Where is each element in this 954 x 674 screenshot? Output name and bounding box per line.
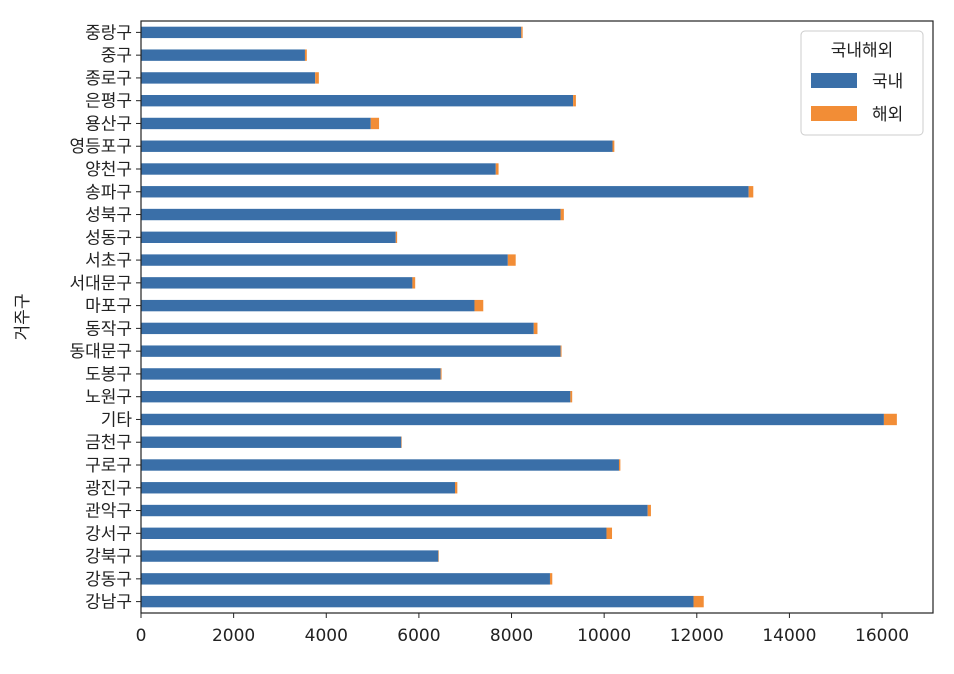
bar-overseas-10 [440, 368, 442, 380]
bar-overseas-0 [693, 595, 704, 608]
bar-overseas-14 [412, 277, 416, 289]
y-tick-label: 광진구 [85, 479, 132, 499]
bar-overseas-23 [315, 72, 319, 84]
bar-overseas-4 [647, 504, 651, 517]
bar-overseas-24 [304, 49, 307, 61]
legend-label-overseas: 해외 [872, 105, 903, 125]
x-tick-labels: 0 2000 4000 6000 8000 10000 12000 14000 16000 [136, 613, 909, 646]
y-tick-label: 성북구 [85, 206, 132, 226]
bar-domestic-2 [141, 550, 439, 562]
y-tick-label: 영등포구 [69, 137, 132, 157]
bar-overseas-8 [883, 413, 897, 426]
bar-domestic-11 [141, 345, 561, 357]
bar-domestic-21 [141, 117, 371, 130]
bar-overseas-19 [495, 163, 499, 175]
bar-overseas-20 [612, 140, 615, 152]
y-tick-label: 강남구 [85, 593, 132, 613]
bar-domestic-3 [141, 527, 607, 539]
y-tick-label: 동작구 [85, 319, 132, 339]
bar-overseas-18 [748, 186, 754, 198]
y-tick-label: 용산구 [85, 114, 132, 134]
y-tick-label: 은평구 [85, 92, 132, 112]
bar-domestic-16 [141, 231, 396, 243]
x-tick-label: 12000 [670, 626, 724, 646]
bar-overseas-25 [521, 26, 523, 39]
bar-overseas-3 [606, 527, 613, 539]
bar-domestic-15 [141, 254, 508, 266]
bar-domestic-1 [141, 573, 550, 585]
bar-domestic-13 [141, 299, 475, 312]
bar-overseas-11 [560, 345, 562, 357]
y-tick-label: 관악구 [85, 502, 132, 522]
y-tick-label: 기타 [101, 410, 133, 430]
bar-domestic-4 [141, 504, 648, 517]
bar-domestic-25 [141, 26, 522, 39]
bar-domestic-9 [141, 391, 571, 403]
y-tick-label: 구로구 [85, 456, 132, 476]
bar-domestic-20 [141, 140, 613, 152]
bar-overseas-21 [370, 117, 380, 130]
bar-overseas-15 [507, 254, 516, 266]
y-tick-label: 중랑구 [85, 23, 132, 43]
y-tick-label: 송파구 [85, 183, 132, 203]
bar-domestic-6 [141, 459, 619, 471]
bar-overseas-9 [570, 391, 573, 403]
y-tick-label: 강북구 [85, 547, 132, 567]
x-tick-label: 4000 [305, 626, 348, 646]
x-tick-label: 10000 [577, 626, 631, 646]
y-tick-label: 도봉구 [85, 365, 132, 385]
bar-domestic-14 [141, 277, 413, 289]
x-tick-label: 0 [136, 626, 147, 646]
bar-domestic-22 [141, 95, 574, 107]
legend: 국내해외 국내 해외 [800, 30, 924, 136]
y-tick-label: 서대문구 [69, 274, 132, 294]
bar-domestic-8 [141, 413, 884, 426]
bar-domestic-18 [141, 186, 749, 198]
x-tick-label: 6000 [397, 626, 440, 646]
y-axis-label: 거주구 [13, 294, 33, 341]
bar-overseas-17 [560, 208, 564, 221]
x-tick-label: 14000 [762, 626, 816, 646]
bar-domestic-12 [141, 322, 534, 335]
y-tick-label: 종로구 [85, 69, 132, 89]
bar-domestic-19 [141, 163, 496, 175]
bar-overseas-16 [395, 231, 398, 243]
legend-swatch-domestic [811, 73, 857, 88]
y-tick-label: 중구 [101, 46, 132, 66]
bar-domestic-5 [141, 482, 456, 494]
x-tick-label: 8000 [490, 626, 533, 646]
bar-overseas-12 [533, 322, 538, 335]
x-tick-label: 16000 [855, 626, 909, 646]
bar-overseas-1 [549, 573, 553, 585]
bar-domestic-23 [141, 72, 316, 84]
bar-domestic-7 [141, 436, 402, 448]
bar-overseas-6 [618, 459, 621, 471]
bars-group [141, 26, 897, 608]
legend-label-domestic: 국내 [872, 72, 903, 92]
bar-domestic-10 [141, 368, 441, 380]
y-tick-label: 노원구 [85, 388, 132, 408]
x-tick-label: 2000 [212, 626, 255, 646]
y-tick-label: 동대문구 [69, 342, 132, 362]
bar-overseas-5 [455, 482, 458, 494]
y-tick-label: 금천구 [85, 433, 132, 453]
legend-swatch-overseas [811, 106, 857, 121]
bar-domestic-17 [141, 208, 561, 221]
y-tick-label: 강동구 [85, 570, 132, 590]
y-tick-label: 마포구 [85, 297, 132, 317]
y-tick-label: 양천구 [85, 160, 132, 180]
y-tick-label: 서초구 [85, 251, 132, 271]
y-tick-label: 성동구 [85, 228, 132, 248]
legend-title: 국내해외 [831, 41, 894, 61]
bar-overseas-22 [573, 95, 576, 107]
y-tick-label: 강서구 [85, 524, 132, 544]
bar-domestic-0 [141, 595, 694, 608]
bar-domestic-24 [141, 49, 305, 61]
plot-frame [140, 20, 934, 614]
bar-overseas-13 [474, 299, 484, 312]
